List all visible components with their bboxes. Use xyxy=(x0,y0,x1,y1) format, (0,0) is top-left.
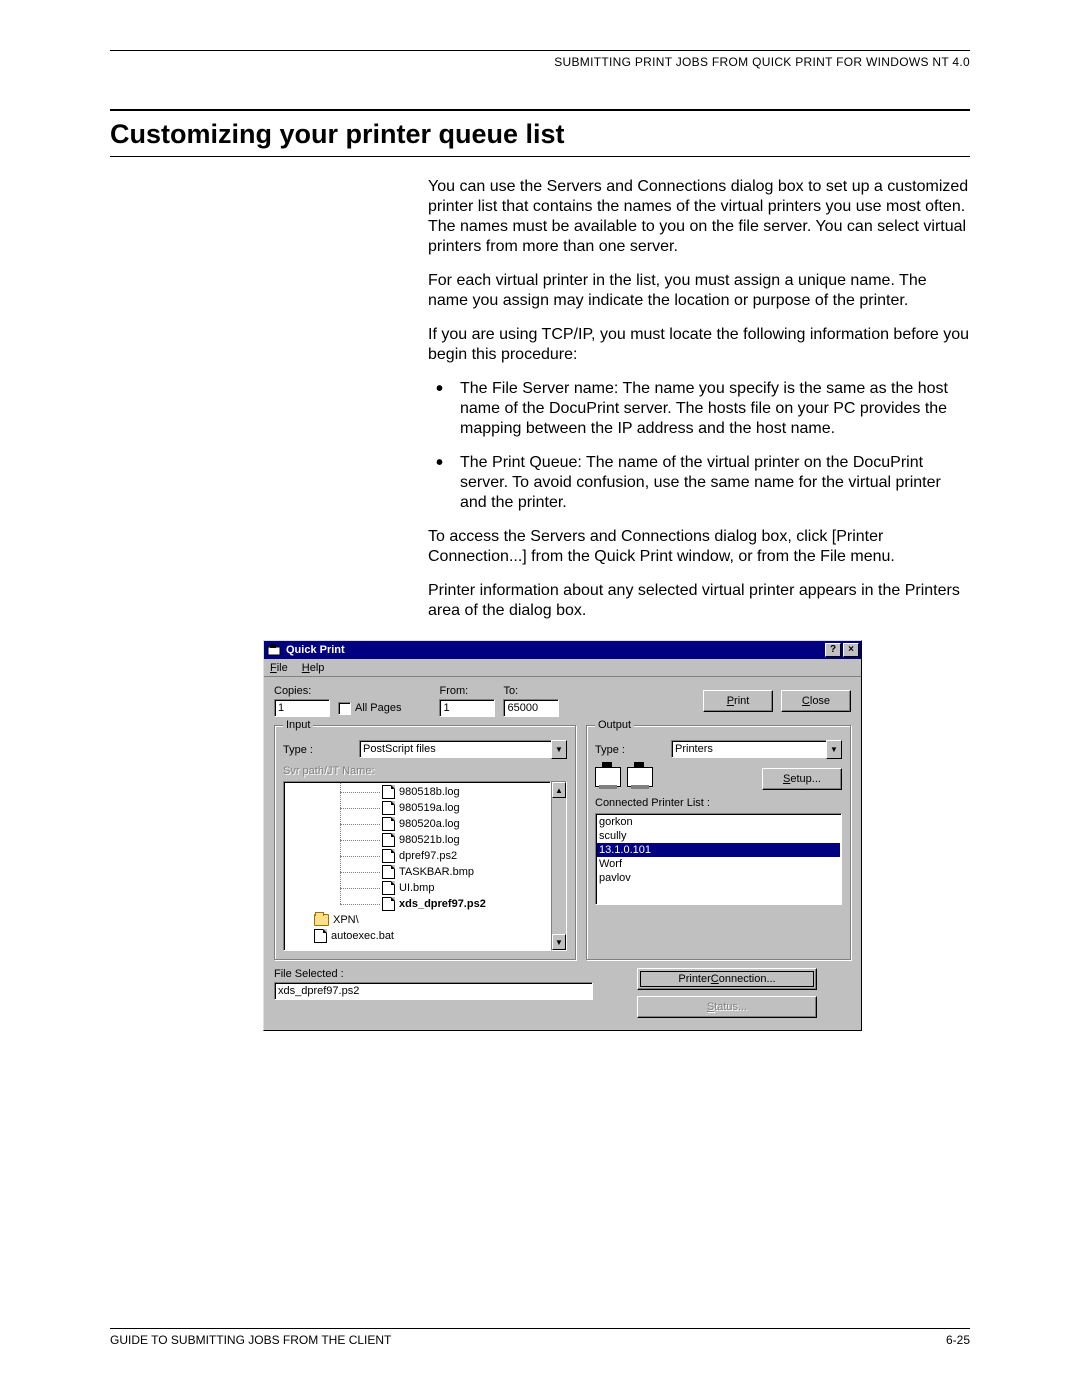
file-icon xyxy=(382,849,395,863)
svr-path-label: Svr path/JT Name: xyxy=(283,765,567,777)
tree-item-label: 980521b.log xyxy=(399,834,460,846)
output-group: Output Type : ▼ Setup... Conne xyxy=(586,725,851,960)
tree-file[interactable]: TASKBAR.bmp xyxy=(286,864,548,880)
file-icon xyxy=(382,817,395,831)
file-icon xyxy=(382,833,395,847)
output-type-value[interactable] xyxy=(671,740,826,758)
tree-file[interactable]: 980518b.log xyxy=(286,784,548,800)
tree-file[interactable]: autoexec.bat xyxy=(286,928,548,944)
printer-list-item[interactable]: 13.1.0.101 xyxy=(597,843,840,857)
tree-item-label: 980518b.log xyxy=(399,786,460,798)
para-2: For each virtual printer in the list, yo… xyxy=(428,271,970,311)
tree-item-label: 980520a.log xyxy=(399,818,460,830)
to-label: To: xyxy=(503,685,559,697)
help-button[interactable]: ? xyxy=(825,643,841,657)
scroll-up-icon[interactable]: ▲ xyxy=(552,782,566,798)
setup-button[interactable]: Setup... xyxy=(762,768,842,790)
tree-item-label: dpref97.ps2 xyxy=(399,850,457,862)
print-button[interactable]: Print xyxy=(703,690,773,712)
para-4: To access the Servers and Connections di… xyxy=(428,527,970,567)
all-pages-label: All Pages xyxy=(355,702,401,714)
printer-list-item[interactable]: gorkon xyxy=(597,815,840,829)
tree-item-label: xds_dpref97.ps2 xyxy=(399,898,486,910)
input-group: Input Type : ▼ Svr path/JT Name: 980518b… xyxy=(274,725,576,960)
tree-item-label: XPN\ xyxy=(333,914,359,926)
copies-input[interactable] xyxy=(274,699,330,717)
printer-icons xyxy=(595,767,653,787)
tree-item-label: 980519a.log xyxy=(399,802,460,814)
output-legend: Output xyxy=(595,719,634,731)
file-icon xyxy=(382,897,395,911)
printer-list-item[interactable]: Worf xyxy=(597,857,840,871)
para-5: Printer information about any selected v… xyxy=(428,581,970,621)
file-icon xyxy=(382,865,395,879)
menubar: File Help xyxy=(264,659,861,677)
quick-print-dialog: Quick Print ? × File Help Copies: All Pa… xyxy=(263,640,862,1031)
file-icon xyxy=(314,929,327,943)
output-type-label: Type : xyxy=(595,744,665,756)
from-input[interactable] xyxy=(439,699,495,717)
all-pages-checkbox[interactable] xyxy=(338,702,351,715)
tree-folder[interactable]: XPN\ xyxy=(286,912,548,928)
tree-file[interactable]: 980520a.log xyxy=(286,816,548,832)
printer-icon xyxy=(595,767,621,787)
tree-file[interactable]: dpref97.ps2 xyxy=(286,848,548,864)
to-input[interactable] xyxy=(503,699,559,717)
close-icon[interactable]: × xyxy=(843,643,859,657)
window-title: Quick Print xyxy=(286,644,823,656)
footer-left: GUIDE TO SUBMITTING JOBS FROM THE CLIENT xyxy=(110,1333,391,1347)
printer-list-item[interactable]: scully xyxy=(597,829,840,843)
printer-connection-button[interactable]: Printer Connection... xyxy=(637,968,817,990)
page-header: SUBMITTING PRINT JOBS FROM QUICK PRINT F… xyxy=(110,55,970,69)
section-title: Customizing your printer queue list xyxy=(110,119,970,150)
file-icon xyxy=(382,801,395,815)
bullet-2: The Print Queue: The name of the virtual… xyxy=(428,453,970,513)
tree-item-label: UI.bmp xyxy=(399,882,434,894)
tree-file[interactable]: 980521b.log xyxy=(286,832,548,848)
printer-icon xyxy=(627,767,653,787)
titlebar[interactable]: Quick Print ? × xyxy=(264,641,861,659)
tree-file[interactable]: 980519a.log xyxy=(286,800,548,816)
para-1: You can use the Servers and Connections … xyxy=(428,177,970,257)
para-3: If you are using TCP/IP, you must locate… xyxy=(428,325,970,365)
system-icon[interactable] xyxy=(266,642,282,658)
input-type-value[interactable] xyxy=(359,740,551,758)
close-button[interactable]: Close xyxy=(781,690,851,712)
tree-item-label: TASKBAR.bmp xyxy=(399,866,474,878)
from-label: From: xyxy=(439,685,495,697)
status-button[interactable]: Status... xyxy=(637,996,817,1018)
file-icon xyxy=(382,881,395,895)
tree-scrollbar[interactable]: ▲ ▼ xyxy=(551,781,567,951)
printer-list-item[interactable]: pavlov xyxy=(597,871,840,885)
output-type-combo[interactable]: ▼ xyxy=(671,740,842,759)
menu-help[interactable]: Help xyxy=(302,662,325,674)
input-type-combo[interactable]: ▼ xyxy=(359,740,567,759)
file-icon xyxy=(382,785,395,799)
footer-right: 6-25 xyxy=(946,1333,970,1347)
body-text: You can use the Servers and Connections … xyxy=(428,177,970,621)
chevron-down-icon[interactable]: ▼ xyxy=(551,740,567,759)
input-type-label: Type : xyxy=(283,744,353,756)
connected-label: Connected Printer List : xyxy=(595,797,842,809)
file-tree[interactable]: 980518b.log 980519a.log 980520a.log 980521b… xyxy=(283,781,551,951)
file-selected-input[interactable] xyxy=(274,982,593,1000)
tree-file[interactable]: UI.bmp xyxy=(286,880,548,896)
chevron-down-icon[interactable]: ▼ xyxy=(826,740,842,759)
folder-icon xyxy=(314,914,329,926)
scroll-down-icon[interactable]: ▼ xyxy=(552,934,566,950)
tree-file[interactable]: xds_dpref97.ps2 xyxy=(286,896,548,912)
file-selected-label: File Selected : xyxy=(274,968,593,980)
printer-list[interactable]: gorkonscully13.1.0.101Worfpavlov xyxy=(595,813,842,905)
menu-file[interactable]: File xyxy=(270,662,288,674)
tree-item-label: autoexec.bat xyxy=(331,930,394,942)
bullet-1: The File Server name: The name you speci… xyxy=(428,379,970,439)
copies-label: Copies: xyxy=(274,685,330,697)
input-legend: Input xyxy=(283,719,313,731)
